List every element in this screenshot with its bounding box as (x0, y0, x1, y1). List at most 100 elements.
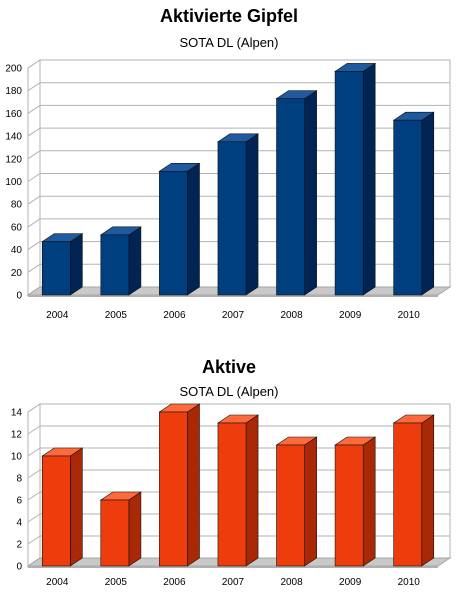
bar (99, 491, 142, 567)
bar-front (393, 119, 423, 296)
bar (158, 403, 201, 567)
bar-side (362, 436, 376, 567)
x-tick-label: 2008 (280, 310, 303, 321)
gridline-side (27, 173, 41, 182)
bar (334, 436, 377, 567)
bar-side (70, 233, 83, 296)
y-tick-label: 140 (5, 132, 22, 143)
gridline-side (27, 195, 41, 205)
gridline-side (27, 491, 41, 501)
x-tick-label: 2007 (222, 577, 245, 588)
gridline-side (27, 59, 41, 69)
gridline-side (27, 127, 41, 137)
gridline-side (27, 150, 41, 160)
bar (216, 133, 260, 296)
x-tick-label: 2005 (105, 577, 128, 588)
bar-front (159, 411, 188, 567)
bar (99, 226, 142, 296)
bar-side (362, 62, 376, 296)
x-tick-label: 2008 (280, 577, 303, 588)
x-tick-label: 2010 (398, 577, 421, 588)
y-tick-label: 14 (11, 408, 23, 419)
gridline-side (27, 104, 41, 114)
chart-subtitle: SOTA DL (Alpen) (180, 384, 279, 399)
bar (334, 62, 377, 296)
gridline-side (27, 218, 41, 228)
bar-front (276, 98, 305, 296)
bar-front (41, 241, 71, 296)
x-tick-label: 2009 (339, 310, 362, 321)
bar-front (276, 444, 305, 567)
plot-area: 0 2 4 6 8 10 12 14 2004 2005 2006 2007 2008 2009 2010 (11, 403, 452, 588)
bar-front (100, 499, 130, 567)
y-tick-label: 8 (16, 474, 22, 485)
bar (158, 162, 201, 296)
x-tick-label: 2007 (222, 310, 245, 321)
x-tick-label: 2004 (46, 577, 69, 588)
bar (216, 414, 260, 567)
bar-front (217, 141, 247, 296)
x-tick-label: 2010 (398, 310, 421, 321)
bar-front (217, 422, 247, 567)
bar-front (100, 234, 130, 296)
chart-title: Aktivierte Gipfel (160, 6, 298, 26)
bar-side (70, 447, 83, 567)
bar-front (393, 422, 423, 567)
y-tick-label: 4 (16, 518, 22, 529)
bar-side (421, 111, 435, 296)
bar (392, 414, 435, 567)
bar (41, 233, 84, 296)
bar-side (128, 491, 142, 567)
y-tick-label: 60 (11, 222, 23, 233)
bar-side (128, 226, 142, 296)
chart-aktive: Aktive SOTA DL (Alpen) 0 2 4 6 8 10 12 14 2004 20… (11, 357, 452, 588)
x-tick-label: 2005 (105, 310, 128, 321)
plot-area: 0 20 40 60 80 100 120 140 160 180 200 2004 2005 2006 2… (5, 59, 452, 321)
bar-side (421, 414, 435, 567)
y-tick-label: 0 (16, 291, 22, 302)
side-wall (27, 403, 41, 567)
x-tick-label: 2004 (46, 310, 69, 321)
chart-subtitle: SOTA DL (Alpen) (180, 35, 279, 50)
y-tick-label: 120 (5, 154, 22, 165)
y-tick-label: 10 (11, 452, 23, 463)
y-tick-label: 160 (5, 109, 22, 120)
y-tick-label: 2 (16, 540, 22, 551)
y-tick-label: 12 (11, 430, 23, 441)
gridline-side (27, 403, 41, 413)
x-tick-label: 2009 (339, 577, 362, 588)
y-tick-label: 20 (11, 268, 23, 279)
gridline-side (27, 263, 41, 273)
bar (392, 111, 435, 296)
bar-side (245, 414, 259, 567)
gridline-side (27, 513, 41, 523)
y-tick-label: 6 (16, 496, 22, 507)
bar-front (334, 71, 364, 296)
floor-edge (28, 295, 438, 297)
y-tick-label: 180 (5, 86, 22, 97)
gridline-side (27, 535, 41, 545)
gridline-side (27, 82, 41, 92)
chart-title: Aktive (202, 357, 256, 377)
bar-front (334, 444, 364, 567)
bar-front (41, 455, 71, 567)
bar-side (187, 403, 200, 567)
y-tick-label: 200 (5, 64, 22, 75)
bar (275, 90, 318, 296)
bar-side (187, 162, 200, 296)
bar-front (159, 170, 188, 296)
bar-side (245, 133, 259, 296)
x-tick-label: 2006 (163, 577, 186, 588)
y-tick-label: 0 (16, 562, 22, 573)
gridline-side (27, 425, 41, 435)
gridline-side (27, 447, 41, 457)
y-tick-label: 40 (11, 245, 23, 256)
gridline-side (27, 469, 41, 479)
bar (41, 447, 84, 567)
gridline-side (27, 241, 41, 251)
y-tick-label: 100 (5, 177, 22, 188)
y-tick-label: 80 (11, 200, 23, 211)
bar-side (304, 436, 317, 567)
floor-edge (28, 566, 438, 568)
